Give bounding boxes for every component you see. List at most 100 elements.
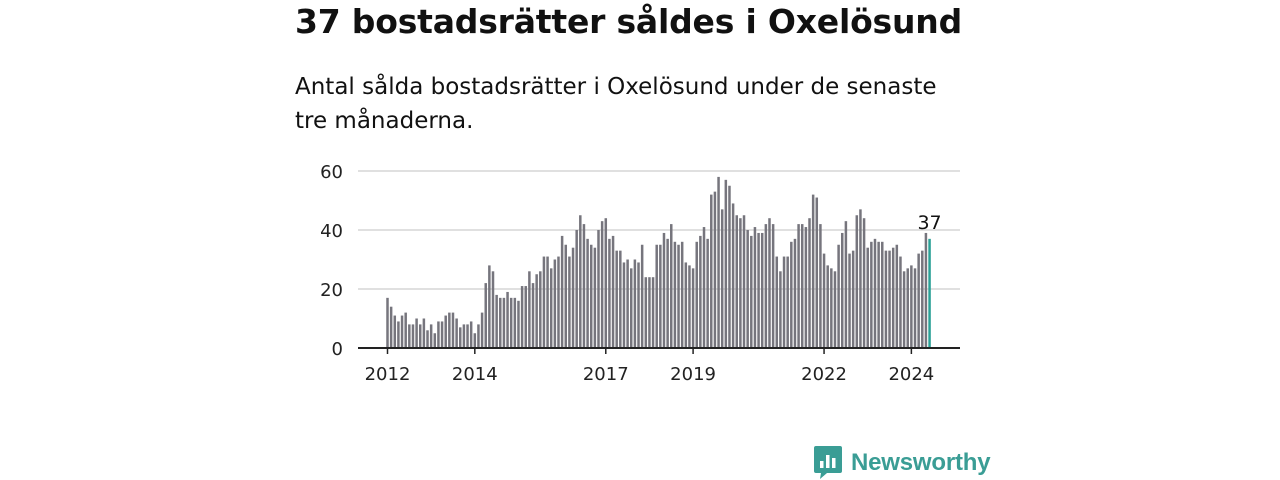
bar	[815, 197, 819, 348]
bar	[451, 312, 455, 348]
bar	[720, 209, 724, 348]
x-axis-labels: 2012 2014 2017 2019 2022 2024	[365, 364, 935, 385]
y-tick-label: 0	[332, 339, 343, 360]
bar	[553, 259, 557, 348]
bar	[710, 194, 713, 348]
bar	[713, 191, 717, 348]
bar	[888, 250, 891, 348]
bar	[921, 250, 924, 348]
bar	[906, 268, 909, 348]
bar	[571, 247, 575, 348]
bar	[524, 286, 527, 348]
bar	[790, 241, 793, 348]
bar	[422, 318, 426, 348]
bar	[746, 230, 749, 348]
x-tick-label: 2017	[583, 364, 629, 385]
newsworthy-icon	[814, 446, 842, 479]
bar	[881, 241, 884, 348]
bar	[913, 268, 917, 348]
bar	[637, 262, 640, 348]
bar	[877, 241, 880, 348]
bar	[870, 241, 873, 348]
bar	[393, 315, 397, 348]
bar	[739, 218, 742, 348]
bar	[782, 256, 786, 348]
bar	[917, 253, 920, 348]
bar	[579, 215, 582, 348]
bar	[833, 271, 837, 348]
bar	[859, 209, 862, 348]
bar	[655, 244, 658, 348]
bar	[891, 247, 895, 348]
bar	[924, 232, 928, 348]
x-tick-label: 2012	[365, 364, 411, 385]
bar	[608, 238, 611, 348]
bar	[597, 230, 600, 348]
bar	[819, 224, 822, 348]
bar	[593, 247, 597, 348]
bar	[848, 253, 851, 348]
bar	[546, 256, 549, 348]
bar	[448, 312, 451, 348]
bar	[728, 185, 731, 348]
bar	[851, 250, 855, 348]
bar	[797, 224, 800, 348]
bar	[826, 265, 829, 348]
bar	[670, 224, 673, 348]
bar	[539, 271, 542, 348]
bar	[404, 312, 407, 348]
bar	[633, 259, 637, 348]
bar	[502, 297, 506, 348]
brand-logo: Newsworthy	[814, 446, 991, 479]
bar	[651, 277, 655, 348]
bar	[600, 221, 604, 348]
bar	[768, 218, 771, 348]
bar	[811, 194, 815, 348]
bar	[808, 218, 811, 348]
bar	[440, 321, 444, 348]
bar	[437, 321, 440, 348]
bar	[557, 256, 560, 348]
bar	[662, 232, 666, 348]
bar	[800, 224, 804, 348]
bar	[386, 297, 389, 348]
bar	[742, 215, 746, 348]
bar	[680, 241, 684, 348]
page-subtitle: Antal sålda bostadsrätter i Oxelösund un…	[295, 74, 937, 134]
bar	[775, 256, 779, 348]
y-axis-labels: 0 20 40 60	[320, 162, 343, 360]
bar	[528, 271, 531, 348]
bar	[779, 271, 782, 348]
x-tick-label: 2019	[670, 364, 716, 385]
bar	[549, 268, 553, 348]
bar	[902, 271, 906, 348]
bar	[630, 268, 633, 348]
bar	[648, 277, 651, 348]
page-title: 37 bostadsrätter såldes i Oxelösund	[295, 2, 963, 41]
bar	[757, 232, 760, 348]
bar	[418, 324, 422, 348]
bar	[491, 271, 495, 348]
bar	[564, 244, 568, 348]
bar	[575, 230, 578, 348]
bar-highlight	[928, 238, 931, 348]
bar	[560, 235, 564, 348]
highlight-value-label: 37	[917, 212, 941, 234]
bar	[389, 306, 393, 348]
bar	[760, 232, 764, 348]
bar	[589, 244, 593, 348]
bar	[531, 283, 535, 348]
bar	[433, 333, 437, 348]
bar	[520, 286, 524, 348]
bar	[499, 297, 502, 348]
bar	[484, 283, 487, 348]
bar	[699, 235, 702, 348]
x-tick-label: 2014	[452, 364, 498, 385]
bar	[400, 315, 404, 348]
x-tick-label: 2024	[888, 364, 934, 385]
bar	[750, 235, 753, 348]
bars	[386, 176, 931, 348]
bar	[695, 241, 698, 348]
bar	[411, 324, 415, 348]
